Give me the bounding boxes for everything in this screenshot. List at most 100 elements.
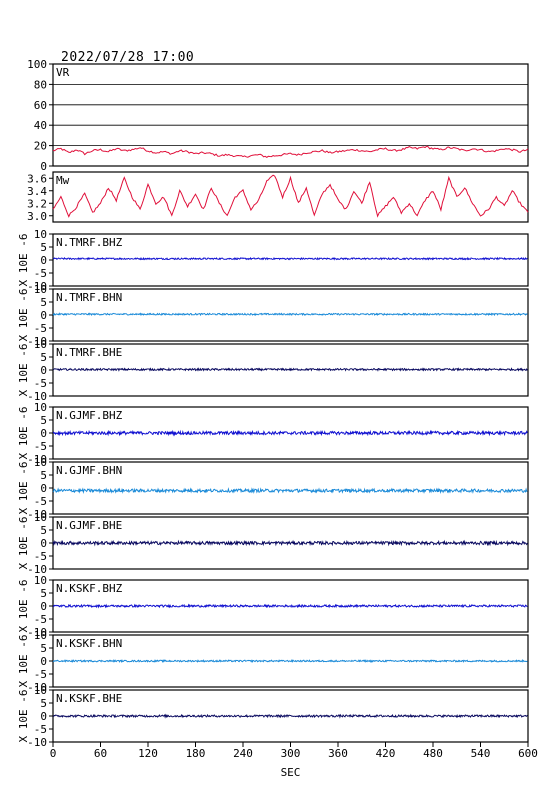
y-axis-label: X 10E -6 [17,517,30,570]
y-tick-label: 0 [40,254,47,267]
series-line-n-tmrf-bhe [52,367,528,372]
series-line-vr [52,145,529,159]
y-tick-label: 5 [40,642,47,655]
y-tick-label: 5 [40,469,47,482]
y-tick-label: 80 [34,78,47,91]
x-tick-label: 0 [50,747,57,760]
panel-label-vr: VR [56,66,70,79]
x-tick-label: 420 [376,747,396,760]
panel-label-n-kskf-bhz: N.KSKF.BHZ [56,582,123,595]
panel-label-n-kskf-bhe: N.KSKF.BHE [56,692,122,705]
y-tick-label: 3.4 [27,185,47,198]
x-tick-label: 180 [186,747,206,760]
y-tick-label: 5 [40,351,47,364]
y-axis-label: X 10E -6 [17,690,30,743]
x-tick-label: 480 [423,747,443,760]
x-tick-label: 540 [471,747,491,760]
x-tick-label: 300 [281,747,301,760]
y-tick-label: 0 [40,600,47,613]
y-tick-label: 10 [34,574,47,587]
series-line-n-tmrf-bhz [52,256,528,261]
y-tick-label: 0 [40,309,47,322]
y-tick-label: -5 [34,613,47,626]
timestamp: 2022/07/28 17:00 [61,50,195,65]
y-tick-label: -10 [27,681,47,694]
y-tick-label: -10 [27,335,47,348]
y-axis-label: X 10E -6 [17,462,30,515]
y-axis-label: X 10E -6 [17,234,30,287]
y-tick-label: -10 [27,736,47,749]
panel-frame-mw [52,171,529,223]
y-tick-label: 5 [40,414,47,427]
y-tick-label: -10 [27,626,47,639]
y-tick-label: 10 [34,456,47,469]
y-axis-label: X 10E -6 [17,344,30,397]
y-tick-label: 20 [34,140,47,153]
panel-label-n-tmrf-bhe: N.TMRF.BHE [56,346,122,359]
y-tick-label: -5 [34,723,47,736]
panel-label-n-tmrf-bhz: N.TMRF.BHZ [56,236,123,249]
series-line-n-gjmf-bhz [52,429,528,437]
x-tick-label: 600 [518,747,538,760]
y-tick-label: 5 [40,241,47,254]
x-tick-label: 360 [328,747,348,760]
y-tick-label: 0 [40,537,47,550]
y-axis-label: X 10E -6 [17,407,30,460]
y-axis-label: X 10E -6 [17,289,30,342]
y-tick-label: -10 [27,453,47,466]
y-tick-label: 0 [40,160,47,173]
panel-label-n-gjmf-bhe: N.GJMF.BHE [56,519,122,532]
series-line-n-kskf-bhn [52,658,528,663]
y-tick-label: 10 [34,401,47,414]
y-tick-label: -10 [27,563,47,576]
y-tick-label: 0 [40,364,47,377]
y-tick-label: -5 [34,550,47,563]
panel-frame-n-gjmf-bhn [52,461,529,515]
y-tick-label: 5 [40,697,47,710]
x-tick-label: 240 [233,747,253,760]
x-tick-label: 60 [94,747,107,760]
y-tick-label: -5 [34,322,47,335]
y-tick-label: 10 [34,511,47,524]
y-tick-label: 10 [34,338,47,351]
y-tick-label: -5 [34,267,47,280]
y-tick-label: -5 [34,377,47,390]
y-tick-label: 10 [34,228,47,241]
panel-frame-n-tmrf-bhz [52,233,529,287]
y-tick-label: 5 [40,587,47,600]
y-tick-label: 0 [40,655,47,668]
y-tick-label: 3.6 [27,172,47,185]
panel-label-n-gjmf-bhz: N.GJMF.BHZ [56,409,123,422]
panel-label-n-tmrf-bhn: N.TMRF.BHN [56,291,122,304]
y-tick-label: 5 [40,524,47,537]
y-tick-label: 10 [34,684,47,697]
y-tick-label: -5 [34,440,47,453]
y-tick-label: 10 [34,629,47,642]
y-tick-label: -10 [27,508,47,521]
y-tick-label: -5 [34,668,47,681]
y-tick-label: -5 [34,495,47,508]
y-axis-label: X 10E -6 [17,580,30,633]
series-line-n-gjmf-bhn [52,487,528,494]
y-tick-label: 60 [34,99,47,112]
y-tick-label: 10 [34,283,47,296]
y-tick-label: 3.0 [27,210,47,223]
y-tick-label: 0 [40,710,47,723]
y-tick-label: 0 [40,482,47,495]
panel-label-n-gjmf-bhn: N.GJMF.BHN [56,464,122,477]
series-line-n-kskf-bhz [52,603,528,609]
y-tick-label: -10 [27,390,47,403]
x-axis-label: SEC [281,766,301,779]
y-tick-label: 0 [40,427,47,440]
panel-frame-vr [52,63,529,167]
y-axis-label: X 10E -6 [17,635,30,688]
series-line-n-gjmf-bhe [52,539,528,547]
panel-label-mw: Mw [56,174,70,187]
y-tick-label: 3.2 [27,197,47,210]
y-tick-label: 100 [27,58,47,71]
x-tick-label: 120 [138,747,158,760]
y-tick-label: -10 [27,280,47,293]
panel-label-n-kskf-bhn: N.KSKF.BHN [56,637,122,650]
